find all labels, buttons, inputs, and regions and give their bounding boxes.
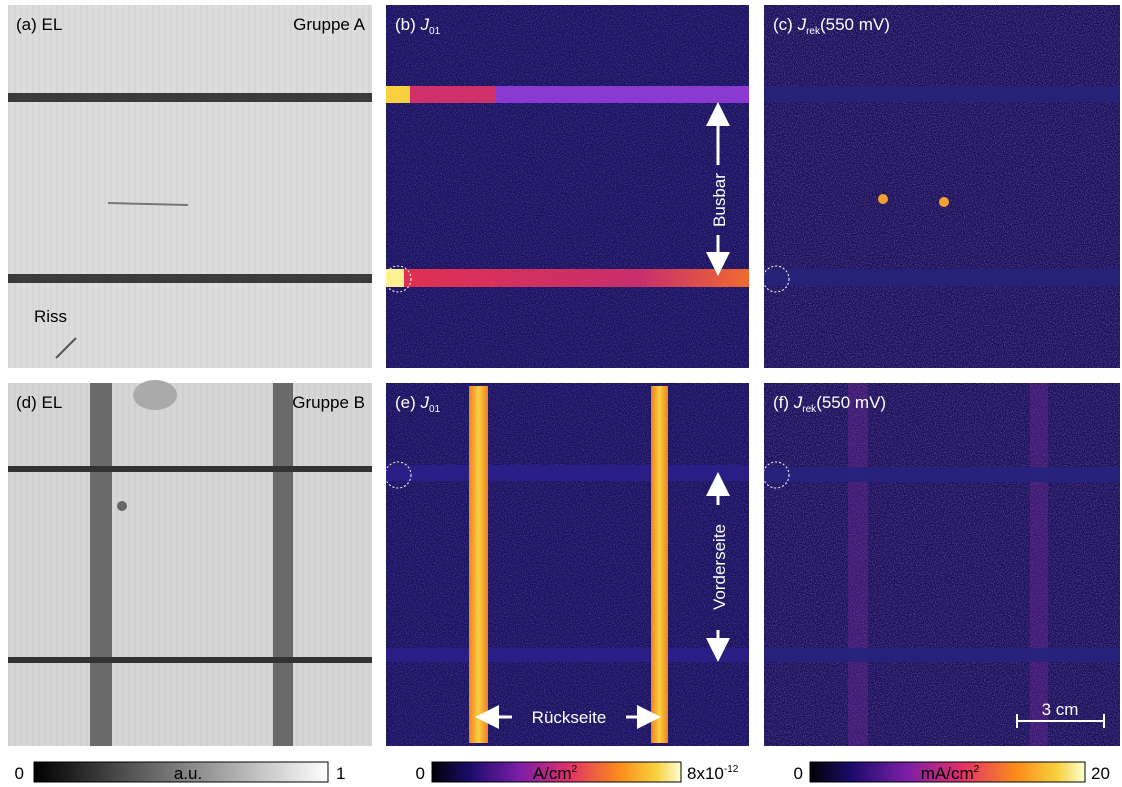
subscript: rek	[802, 404, 817, 415]
panel-c: (c) Jrek(550 mV)	[762, 5, 1120, 368]
label-suffix: (550 mV)	[816, 393, 886, 412]
colorbar-max: 8x10-12	[687, 764, 739, 783]
panel-d: (d) EL Gruppe B	[8, 380, 372, 746]
group-label: Gruppe A	[293, 15, 365, 34]
annotation: Rückseite	[532, 708, 607, 727]
panel-f: 3 cm (f) Jrek(550 mV)	[762, 383, 1120, 746]
colorbar-max: 20	[1091, 764, 1110, 783]
colorbar-min: 0	[15, 764, 24, 783]
colorbar-min: 0	[794, 764, 803, 783]
colorbar-min: 0	[416, 764, 425, 783]
group-label: Gruppe B	[292, 393, 365, 412]
panel-label: (b) J01	[395, 15, 441, 37]
annotation: Vorderseite	[710, 524, 729, 610]
max: 8x10	[687, 764, 724, 783]
unit-sup: 2	[974, 764, 980, 775]
scale-label: 3 cm	[1042, 700, 1079, 719]
label-prefix: (f)	[773, 393, 789, 412]
colorbar-j01: 0 A/cm2 8x10-12	[416, 761, 739, 783]
annotation: Busbar	[710, 173, 729, 227]
unit-sup: 2	[572, 764, 578, 775]
colorbar-gray: 0 a.u. 1	[15, 761, 345, 783]
panel-label: (e) J01	[395, 393, 441, 415]
panel-label: (a) EL	[16, 15, 62, 34]
subscript: 01	[429, 404, 441, 415]
colorbar-max: 1	[336, 764, 345, 783]
label-prefix: (e)	[395, 393, 416, 412]
symbol: J	[420, 393, 430, 412]
subscript: 01	[429, 26, 441, 37]
unit: mA/cm	[921, 764, 974, 783]
subscript: rek	[806, 26, 821, 37]
label-prefix: (c)	[773, 15, 793, 34]
colorbar-jrek: 0 mA/cm2 20	[794, 761, 1110, 783]
annotation: Riss	[34, 307, 67, 326]
symbol: J	[797, 15, 807, 34]
panel-b: Busbar (b) J01	[384, 5, 749, 368]
unit: A/cm	[533, 764, 572, 783]
symbol: J	[793, 393, 803, 412]
panel-a: (a) EL Gruppe A Riss	[8, 5, 372, 368]
max-sup: -12	[724, 764, 739, 775]
colorbar-unit: mA/cm2	[921, 764, 980, 783]
panel-label: (f) Jrek(550 mV)	[773, 393, 886, 415]
colorbar-unit: a.u.	[174, 764, 202, 783]
label-suffix: (550 mV)	[820, 15, 890, 34]
symbol: J	[420, 15, 430, 34]
panel-label: (c) Jrek(550 mV)	[773, 15, 890, 37]
panel-e: Vorderseite Rückseite (e) J01	[384, 383, 749, 746]
label-prefix: (b)	[395, 15, 416, 34]
panel-label: (d) EL	[16, 393, 62, 412]
colorbar-unit: A/cm2	[533, 764, 578, 783]
